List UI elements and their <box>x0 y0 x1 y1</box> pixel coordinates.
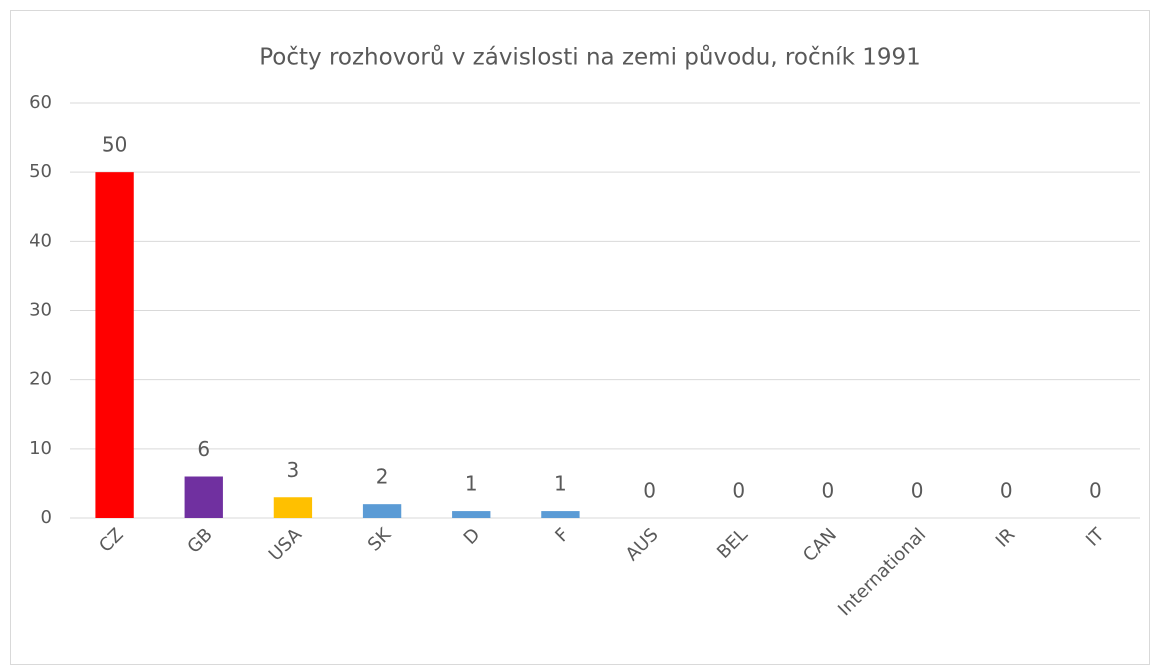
y-tick-label: 60 <box>29 92 52 113</box>
bar <box>95 172 134 518</box>
y-tick-label: 30 <box>29 300 52 321</box>
data-label: 50 <box>102 133 127 157</box>
bar <box>273 497 313 518</box>
data-label: 1 <box>554 472 567 496</box>
chart-frame <box>10 10 1150 665</box>
data-label: 3 <box>287 458 300 482</box>
y-tick-label: 10 <box>29 438 52 459</box>
data-label: 0 <box>822 479 835 503</box>
y-tick-label: 40 <box>29 230 52 251</box>
data-label: 0 <box>732 479 745 503</box>
chart-title: Počty rozhovorů v závislosti na zemi pův… <box>259 44 921 71</box>
data-label: 0 <box>1000 479 1013 503</box>
data-label: 0 <box>643 479 656 503</box>
data-label: 0 <box>911 479 924 503</box>
bar <box>452 511 491 518</box>
data-label: 0 <box>1089 479 1102 503</box>
y-tick-label: 0 <box>41 507 52 528</box>
y-tick-label: 50 <box>29 161 52 182</box>
bar <box>362 504 402 518</box>
bar <box>541 511 580 518</box>
bar <box>184 476 223 518</box>
data-label: 1 <box>465 472 478 496</box>
data-label: 6 <box>197 437 210 461</box>
data-label: 2 <box>376 465 389 489</box>
y-tick-label: 20 <box>29 369 52 390</box>
